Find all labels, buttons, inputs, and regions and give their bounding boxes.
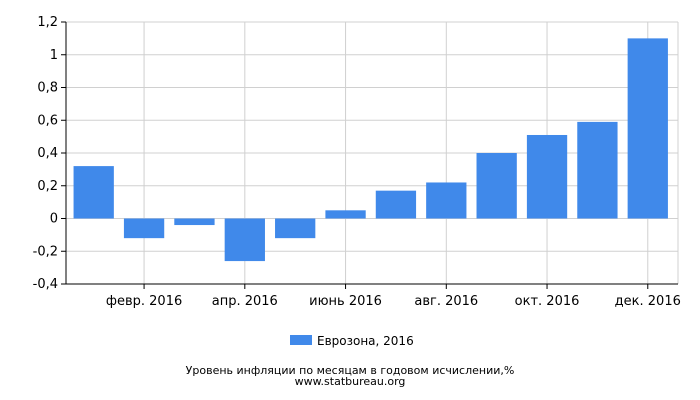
bar xyxy=(426,182,467,219)
axes xyxy=(61,21,678,289)
y-tick-labels: -0,4 -0,2 0 0,2 0,4 0,6 0,8 1 1,2 xyxy=(33,15,58,292)
bar xyxy=(325,210,366,219)
x-tick-label: июнь 2016 xyxy=(309,294,382,309)
legend: Еврозона, 2016 xyxy=(290,334,414,348)
y-tick-label: 0,8 xyxy=(37,81,58,96)
chart-caption: Уровень инфляции по месяцам в годовом ис… xyxy=(186,364,515,377)
bar xyxy=(73,166,114,219)
bar xyxy=(224,218,265,262)
y-tick-label: 0,6 xyxy=(37,113,58,128)
x-tick-label: окт. 2016 xyxy=(515,294,580,309)
bar xyxy=(476,153,517,219)
legend-label: Еврозона, 2016 xyxy=(317,334,414,348)
bar xyxy=(577,121,618,219)
y-tick-label: 1,2 xyxy=(37,15,58,30)
legend-swatch xyxy=(290,335,312,345)
bar xyxy=(123,218,165,239)
bar xyxy=(275,218,316,239)
y-tick-label: 0,4 xyxy=(37,146,58,161)
x-tick-label: дек. 2016 xyxy=(615,294,681,309)
y-tick-label: 0,2 xyxy=(37,179,58,194)
bar xyxy=(174,218,215,226)
y-tick-label: 0 xyxy=(50,212,58,227)
y-tick-label: -0,4 xyxy=(33,277,58,292)
bar xyxy=(375,190,417,219)
x-tick-labels: февр. 2016 апр. 2016 июнь 2016 авг. 2016 окт… xyxy=(106,294,681,309)
source-url: www.statbureau.org xyxy=(295,375,406,388)
x-tick-label: авг. 2016 xyxy=(414,294,478,309)
bars xyxy=(73,38,668,262)
x-tick-label: апр. 2016 xyxy=(212,294,278,309)
x-tick-label: февр. 2016 xyxy=(106,294,182,309)
bar xyxy=(526,134,568,219)
bar xyxy=(627,38,668,219)
y-tick-label: 1 xyxy=(50,48,58,63)
y-tick-label: -0,2 xyxy=(33,244,58,259)
